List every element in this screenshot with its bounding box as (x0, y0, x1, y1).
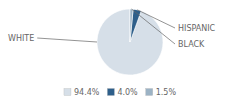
leader-line (132, 9, 175, 44)
legend-swatch (146, 89, 153, 96)
legend-label: 4.0% (117, 88, 138, 97)
category-label: BLACK (178, 40, 205, 49)
legend-item: 1.5% (146, 88, 177, 97)
legend-label: 94.4% (74, 88, 100, 97)
pie-slice (130, 9, 141, 42)
chart: WHITE HISPANIC BLACK 94.4% 4.0% 1.5% (0, 0, 240, 100)
legend-item: 94.4% (64, 88, 100, 97)
pie-slice (97, 9, 163, 75)
legend-item: 4.0% (107, 88, 138, 97)
legend: 94.4% 4.0% 1.5% (64, 88, 176, 97)
category-label: WHITE (8, 34, 34, 43)
leader-line (137, 10, 175, 28)
category-label: HISPANIC (178, 24, 216, 33)
legend-swatch (107, 89, 114, 96)
legend-swatch (64, 89, 71, 96)
pie (97, 9, 163, 75)
legend-label: 1.5% (156, 88, 177, 97)
leader-line (37, 38, 97, 42)
pie-slice (130, 9, 133, 42)
